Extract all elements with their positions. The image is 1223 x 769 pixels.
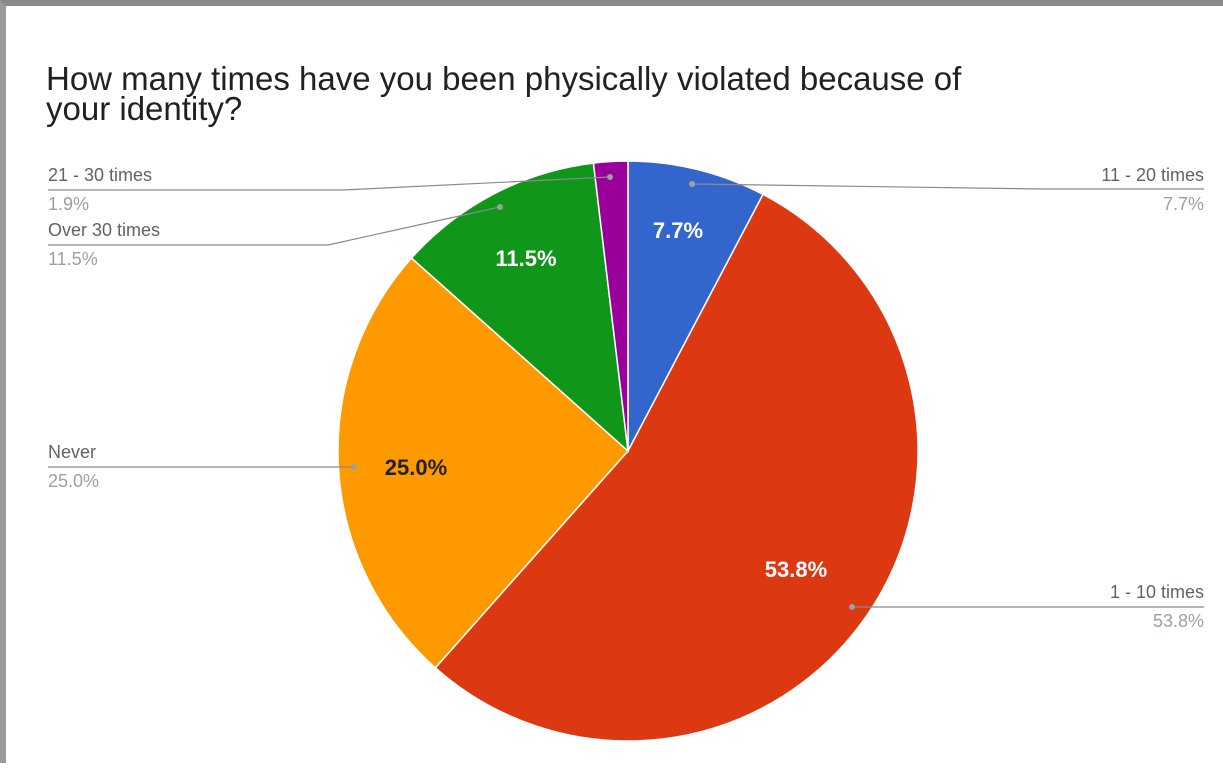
legend-labels: 11 - 20 times 7.7% 1 - 10 times 53.8% Never 2…: [48, 165, 1204, 631]
legend-percent: 11.5%: [48, 249, 98, 269]
chart-title-line: How many times have you been physically …: [46, 60, 962, 97]
legend-percent: 53.8%: [1153, 611, 1204, 631]
legend-name: 21 - 30 times: [48, 165, 152, 185]
leader-lines: [48, 174, 1204, 610]
legend-percent: 7.7%: [1163, 194, 1204, 214]
slice-value-label: 53.8%: [765, 557, 827, 582]
slice-labels: 7.7% 53.8% 25.0% 11.5%: [385, 218, 827, 582]
pie-slice-never: [337, 256, 630, 669]
pie-chart: How many times have you been physically …: [46, 60, 1204, 742]
slice-value-label: 7.7%: [653, 218, 703, 243]
pie-slice-21-30-times: [592, 160, 629, 452]
chart-title-line: your identity?: [46, 90, 242, 127]
legend-name: Never: [48, 442, 96, 462]
leader-dot: [351, 464, 357, 470]
chart-title: How many times have you been physically …: [46, 60, 962, 127]
slice-value-label: 11.5%: [495, 246, 556, 271]
leader-line: [48, 206, 501, 246]
leader-dot: [849, 604, 855, 610]
leader-dot: [497, 204, 503, 210]
legend-name: 11 - 20 times: [1101, 165, 1204, 185]
pie-slice-over-30-times: [410, 162, 629, 453]
leader-dot: [689, 181, 695, 187]
legend-percent: 25.0%: [48, 471, 99, 491]
slice-value-label: 25.0%: [385, 455, 447, 480]
legend-name: 1 - 10 times: [1110, 582, 1204, 602]
legend-percent: 1.9%: [48, 194, 89, 214]
pie-slice-11-20-times: [627, 160, 765, 452]
legend-name: Over 30 times: [48, 220, 160, 240]
pie-slice-1-10-times: [434, 193, 919, 742]
pie-slices: [337, 160, 919, 742]
leader-line: [48, 176, 611, 191]
leader-dot: [607, 174, 613, 180]
leader-line: [691, 183, 1204, 190]
